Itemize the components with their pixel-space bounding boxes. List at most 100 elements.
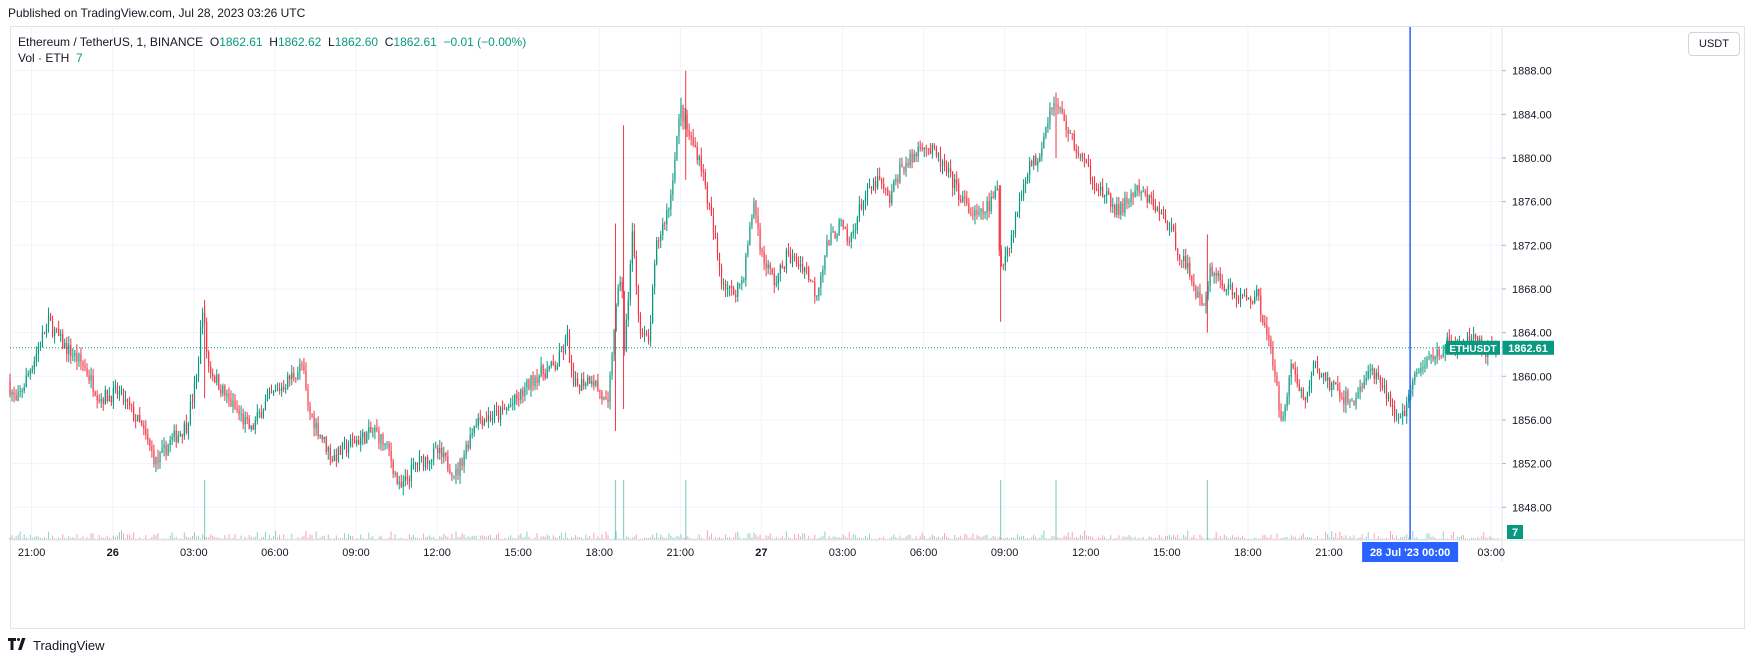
candle-body <box>1016 211 1019 217</box>
volume-bar <box>1402 536 1404 540</box>
volume-bar <box>741 538 743 540</box>
candle-body <box>230 398 232 407</box>
currency-button[interactable]: USDT <box>1688 32 1740 56</box>
volume-bar <box>1450 535 1452 540</box>
volume-bar <box>39 537 41 540</box>
candle-body <box>625 319 627 351</box>
candle-body <box>564 338 567 352</box>
volume-bar <box>33 537 35 540</box>
candle-body <box>283 387 285 390</box>
candle-body <box>1227 284 1229 290</box>
candle-body <box>193 382 196 402</box>
chart-frame[interactable] <box>10 26 1745 629</box>
candle-body <box>686 115 688 130</box>
candle-body <box>424 456 427 468</box>
candle-body <box>1112 205 1114 207</box>
volume-spike <box>685 480 687 540</box>
candle-body <box>1416 372 1418 374</box>
volume-bar <box>327 534 329 540</box>
volume-bar <box>629 538 631 540</box>
volume-bar <box>273 536 275 540</box>
volume-bar <box>1248 538 1250 540</box>
volume-bar <box>510 535 512 540</box>
candle-body <box>173 430 175 437</box>
candle-body <box>258 412 260 414</box>
symbol-name[interactable]: Ethereum / TetherUS, 1, BINANCE <box>18 35 204 49</box>
candle-body <box>441 447 443 457</box>
volume-bar <box>644 537 646 540</box>
volume-bar <box>45 538 47 540</box>
candle-body <box>110 395 112 403</box>
candle-body <box>1329 377 1331 391</box>
volume-bar <box>1191 537 1193 540</box>
volume-bar <box>1039 537 1041 540</box>
volume-bar <box>1012 537 1014 540</box>
volume-bar <box>1268 537 1270 540</box>
volume-bar <box>1317 535 1319 540</box>
volume-bar <box>496 534 498 540</box>
candle-body <box>609 375 611 403</box>
volume-bar <box>179 538 181 540</box>
candle-body <box>1406 402 1408 417</box>
candle-body <box>1250 297 1252 302</box>
candle-body <box>864 197 867 202</box>
volume-bar <box>498 533 500 540</box>
candle-body <box>1124 197 1126 214</box>
volume-bar <box>538 538 540 540</box>
candle-body <box>966 197 968 204</box>
candle-body <box>1022 184 1025 196</box>
candle-body <box>698 156 700 161</box>
candle-body <box>1118 204 1120 215</box>
volume-bar <box>54 538 56 540</box>
volume-bar <box>601 534 603 540</box>
candle-body <box>177 435 179 443</box>
volume-bar <box>1233 537 1235 540</box>
candle-body <box>1365 378 1367 382</box>
candle-body <box>978 211 980 215</box>
volume-bar <box>729 537 731 540</box>
volume-bar <box>704 538 706 540</box>
candle-body <box>710 204 713 216</box>
volume-label[interactable]: Vol · ETH <box>18 51 70 65</box>
candle-body <box>1377 372 1379 377</box>
volume-bar <box>198 535 200 540</box>
candle-body <box>1205 295 1207 306</box>
footer-brand[interactable]: TradingView <box>8 637 105 653</box>
candle-body <box>751 217 753 226</box>
candle-body <box>185 423 187 433</box>
candle-body <box>658 240 660 242</box>
volume-bar <box>418 538 420 540</box>
volume-bar <box>305 531 307 540</box>
volume-bar <box>129 534 131 540</box>
volume-bar <box>406 538 408 540</box>
candle-body <box>763 251 765 264</box>
volume-bar <box>980 537 982 540</box>
volume-bar <box>1367 531 1369 540</box>
candle-body <box>1215 273 1217 276</box>
volume-bar <box>352 536 354 540</box>
volume-bar <box>992 535 994 540</box>
candle-body <box>941 160 944 167</box>
candle-body <box>804 267 806 272</box>
volume-bar <box>524 536 526 540</box>
volume-bar <box>903 538 905 540</box>
volume-bar <box>457 536 459 540</box>
x-tick-label: 18:00 <box>585 547 613 559</box>
volume-spike <box>1000 480 1002 540</box>
volume-bar <box>313 538 315 540</box>
volume-bar <box>1420 538 1422 540</box>
volume-bar <box>694 538 696 540</box>
candle-body <box>412 464 415 466</box>
volume-bar <box>281 538 283 540</box>
volume-bar <box>1493 538 1495 540</box>
volume-bar <box>208 536 210 540</box>
volume-bar <box>723 538 725 540</box>
candle-body <box>303 365 305 371</box>
volume-bar <box>1124 536 1126 540</box>
volume-bar <box>923 535 925 540</box>
volume-bar <box>990 537 992 540</box>
volume-bar <box>392 538 394 540</box>
candle-body <box>122 389 125 402</box>
volume-bar <box>1126 536 1128 540</box>
